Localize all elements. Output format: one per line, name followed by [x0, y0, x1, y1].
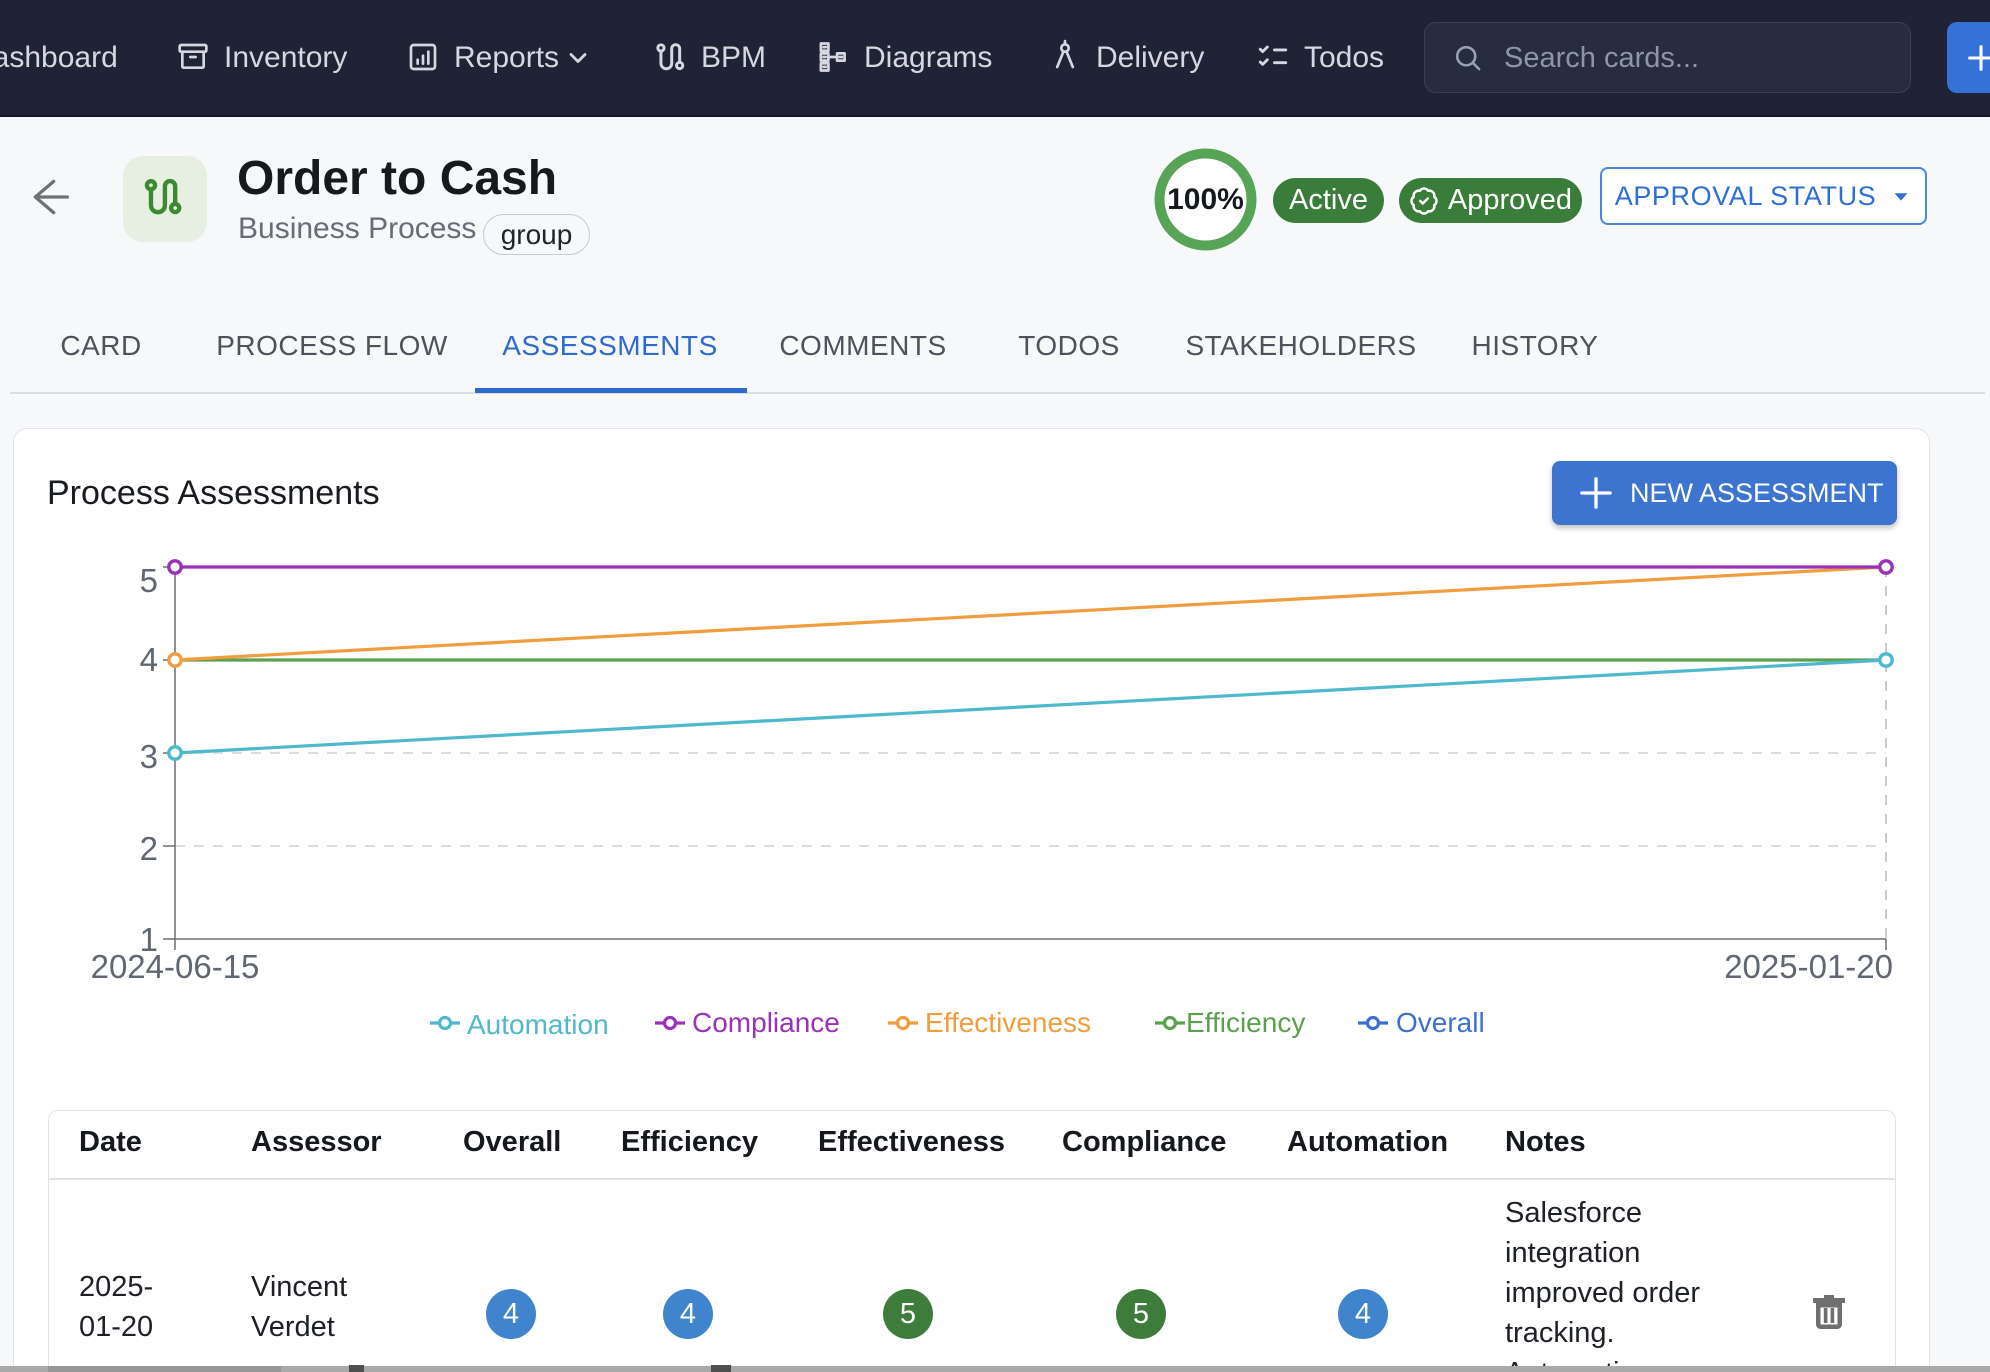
svg-text:2025-01-20: 2025-01-20: [1724, 948, 1893, 985]
svg-text:3: 3: [140, 738, 158, 775]
svg-text:5: 5: [140, 562, 158, 599]
svg-text:Compliance: Compliance: [692, 1007, 840, 1038]
svg-text:Effectiveness: Effectiveness: [925, 1007, 1091, 1038]
svg-text:Automation: Automation: [467, 1009, 609, 1040]
svg-text:2024-06-15: 2024-06-15: [91, 948, 260, 985]
svg-text:4: 4: [140, 641, 158, 678]
svg-text:Efficiency: Efficiency: [1186, 1007, 1305, 1038]
svg-text:Overall: Overall: [1396, 1007, 1485, 1038]
svg-text:1: 1: [140, 921, 158, 958]
svg-text:2: 2: [140, 830, 158, 867]
